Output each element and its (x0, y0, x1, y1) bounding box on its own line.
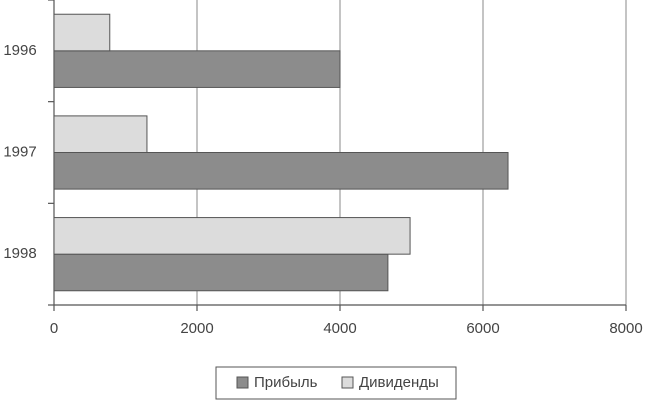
x-tick-label: 4000 (323, 320, 356, 337)
bar (53, 50, 341, 88)
legend-swatch (341, 376, 354, 389)
legend-label: Прибыль (254, 374, 318, 391)
y-tick-label: 1997 (3, 143, 36, 160)
x-tick-label: 6000 (466, 320, 499, 337)
x-tick-label: 0 (50, 320, 58, 337)
bar (53, 253, 389, 292)
legend-box (215, 366, 457, 400)
bar (53, 217, 411, 255)
legend-swatch (236, 376, 249, 389)
bar (53, 152, 509, 190)
x-tick-label: 8000 (609, 320, 642, 337)
x-tick-label: 2000 (180, 320, 213, 337)
legend-label: Дивиденды (359, 374, 439, 391)
y-tick-label: 1996 (3, 42, 36, 59)
bar (53, 13, 111, 52)
bar (53, 115, 148, 153)
y-tick-label: 1998 (3, 245, 36, 262)
